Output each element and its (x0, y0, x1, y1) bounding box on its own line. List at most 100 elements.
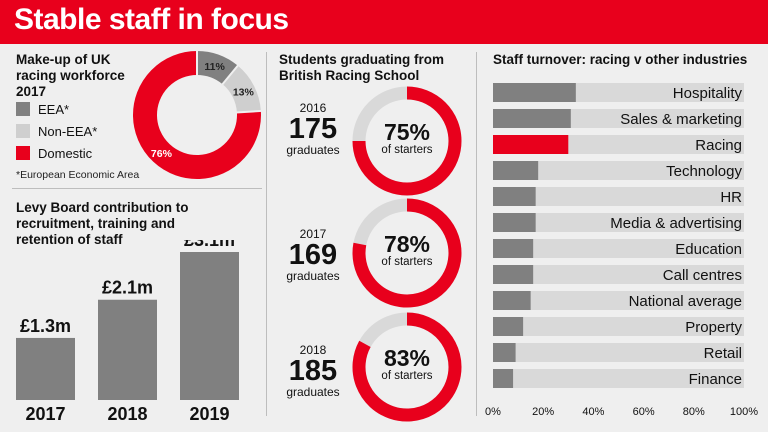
turnover-category-label: Property (685, 319, 742, 336)
turnover-category-label: HR (720, 189, 742, 206)
turnover-category-label: Media & advertising (610, 215, 742, 232)
turnover-bar-finance (493, 369, 514, 388)
turnover-bar-racing (493, 135, 569, 154)
turnover-category-label: Technology (666, 163, 742, 180)
page-title: Stable staff in focus (14, 3, 289, 36)
turnover-bar-call-centres (493, 265, 534, 284)
graduates-year: 2017 (299, 227, 327, 241)
turnover-bar-media-advertising (493, 213, 536, 232)
turnover-category-label: Sales & marketing (620, 111, 742, 128)
turnover-axis-tick: 80% (683, 406, 705, 418)
ring-center-2018: 83% of starters (367, 346, 447, 383)
turnover-title: Staff turnover: racing v other industrie… (493, 52, 748, 67)
graduates-count: 169 (288, 239, 338, 271)
levy-bar-2019 (180, 252, 239, 400)
turnover-category-label: Call centres (663, 267, 742, 284)
graduates-count: 185 (288, 355, 338, 387)
donut-slice-eea (196, 51, 238, 85)
starters-percentage: 78% (383, 231, 431, 257)
levy-data-label: £2.1m (102, 278, 153, 298)
donut-data-label: 11% (204, 61, 225, 73)
starters-ring-2018 (352, 312, 462, 422)
graduates-title: Students graduating from British Racing … (279, 52, 444, 84)
donut-data-label: 76% (151, 148, 173, 160)
turnover-axis-tick: 40% (582, 406, 604, 418)
section-divider (12, 188, 262, 189)
legend-item-non-eea: Non-EEA* (16, 123, 97, 139)
turnover-axis-tick: 20% (532, 406, 554, 418)
levy-bar-2018 (98, 299, 157, 400)
workforce-footnote: *European Economic Area (16, 169, 140, 181)
turnover-track (493, 239, 744, 258)
graduates-title-line: Students graduating from (279, 52, 444, 67)
turnover-bar-technology (493, 161, 539, 180)
turnover-category-label: Hospitality (673, 85, 743, 102)
graduates-block-2016: 2016 175 graduates (280, 101, 346, 157)
legend-label-non-eea: Non-EEA* (38, 123, 98, 139)
turnover-bar-hospitality (493, 83, 576, 102)
legend-label-eea: EEA* (38, 101, 70, 117)
turnover-bar-property (493, 317, 524, 336)
workforce-title-line: Make-up of UK (16, 52, 111, 67)
levy-title-line: retention of staff (16, 232, 123, 247)
turnover-axis-tick: 100% (730, 406, 758, 418)
turnover-bar-education (493, 239, 534, 258)
donut-slice-separator (221, 64, 240, 86)
workforce-title: Make-up of UK racing workforce 2017 (16, 52, 125, 100)
title-banner: Stable staff in focus (0, 0, 768, 44)
turnover-track (493, 161, 744, 180)
levy-bar-chart: £1.3m 2017 £2.1m 2018 £3.1m 2019 (16, 240, 239, 424)
graduates-count-label: graduates (286, 269, 340, 283)
legend-item-domestic: Domestic (16, 145, 92, 161)
levy-bar-2017 (16, 337, 75, 400)
levy-title: Levy Board contribution to recruitment, … (16, 200, 189, 248)
ring-center-2016: 75% of starters (367, 120, 447, 157)
starters-percentage: 75% (383, 119, 431, 145)
levy-year-label: 2017 (25, 404, 65, 424)
levy-data-label: £1.3m (20, 316, 71, 336)
donut-data-label: 13% (233, 86, 255, 98)
donut-slice-non-eea (222, 65, 261, 114)
turnover-bar-chart: Hospitality Sales & marketing Racing Techno… (485, 83, 758, 418)
ring-center-2017: 78% of starters (367, 232, 447, 269)
donut-slice-domestic (133, 51, 261, 179)
graduates-block-2018: 2018 185 graduates (280, 343, 346, 399)
graduates-title-line: British Racing School (279, 68, 420, 83)
starters-percentage: 83% (383, 345, 431, 371)
turnover-category-label: Retail (704, 345, 742, 362)
turnover-track (493, 265, 744, 284)
starters-label: of starters (381, 144, 433, 156)
legend-swatch-domestic (16, 146, 30, 160)
turnover-bar-hr (493, 187, 536, 206)
legend-swatch-eea (16, 102, 30, 116)
levy-title-line: recruitment, training and (16, 216, 176, 231)
legend-item-eea: EEA* (16, 101, 69, 117)
ring-progress (352, 198, 462, 308)
turnover-bar-national-average (493, 291, 531, 310)
donut-slice-separator (235, 109, 262, 114)
graduates-year: 2016 (299, 101, 327, 115)
turnover-category-label: Finance (689, 371, 742, 388)
levy-year-label: 2019 (189, 404, 229, 424)
turnover-track (493, 343, 744, 362)
turnover-bar-retail (493, 343, 516, 362)
levy-title-line: Levy Board contribution to (16, 200, 189, 215)
starters-label: of starters (381, 370, 433, 382)
turnover-track (493, 369, 744, 388)
levy-year-label: 2018 (107, 404, 147, 424)
workforce-donut-chart: 11% 13% 76% (133, 50, 262, 179)
turnover-bar-sales-marketing (493, 109, 571, 128)
starters-ring-2017 (352, 198, 462, 308)
turnover-axis-tick: 0% (485, 406, 501, 418)
turnover-track (493, 213, 744, 232)
ring-progress (352, 312, 462, 422)
starters-ring-2016 (352, 86, 462, 196)
turnover-category-label: Racing (695, 137, 742, 154)
graduates-count-label: graduates (286, 385, 340, 399)
graduates-year: 2018 (299, 343, 327, 357)
starters-label: of starters (381, 256, 433, 268)
graduates-block-2017: 2017 169 graduates (280, 227, 346, 283)
turnover-category-label: Education (675, 241, 742, 258)
levy-data-label: £3.1m (184, 240, 235, 250)
legend-label-domestic: Domestic (38, 145, 93, 161)
